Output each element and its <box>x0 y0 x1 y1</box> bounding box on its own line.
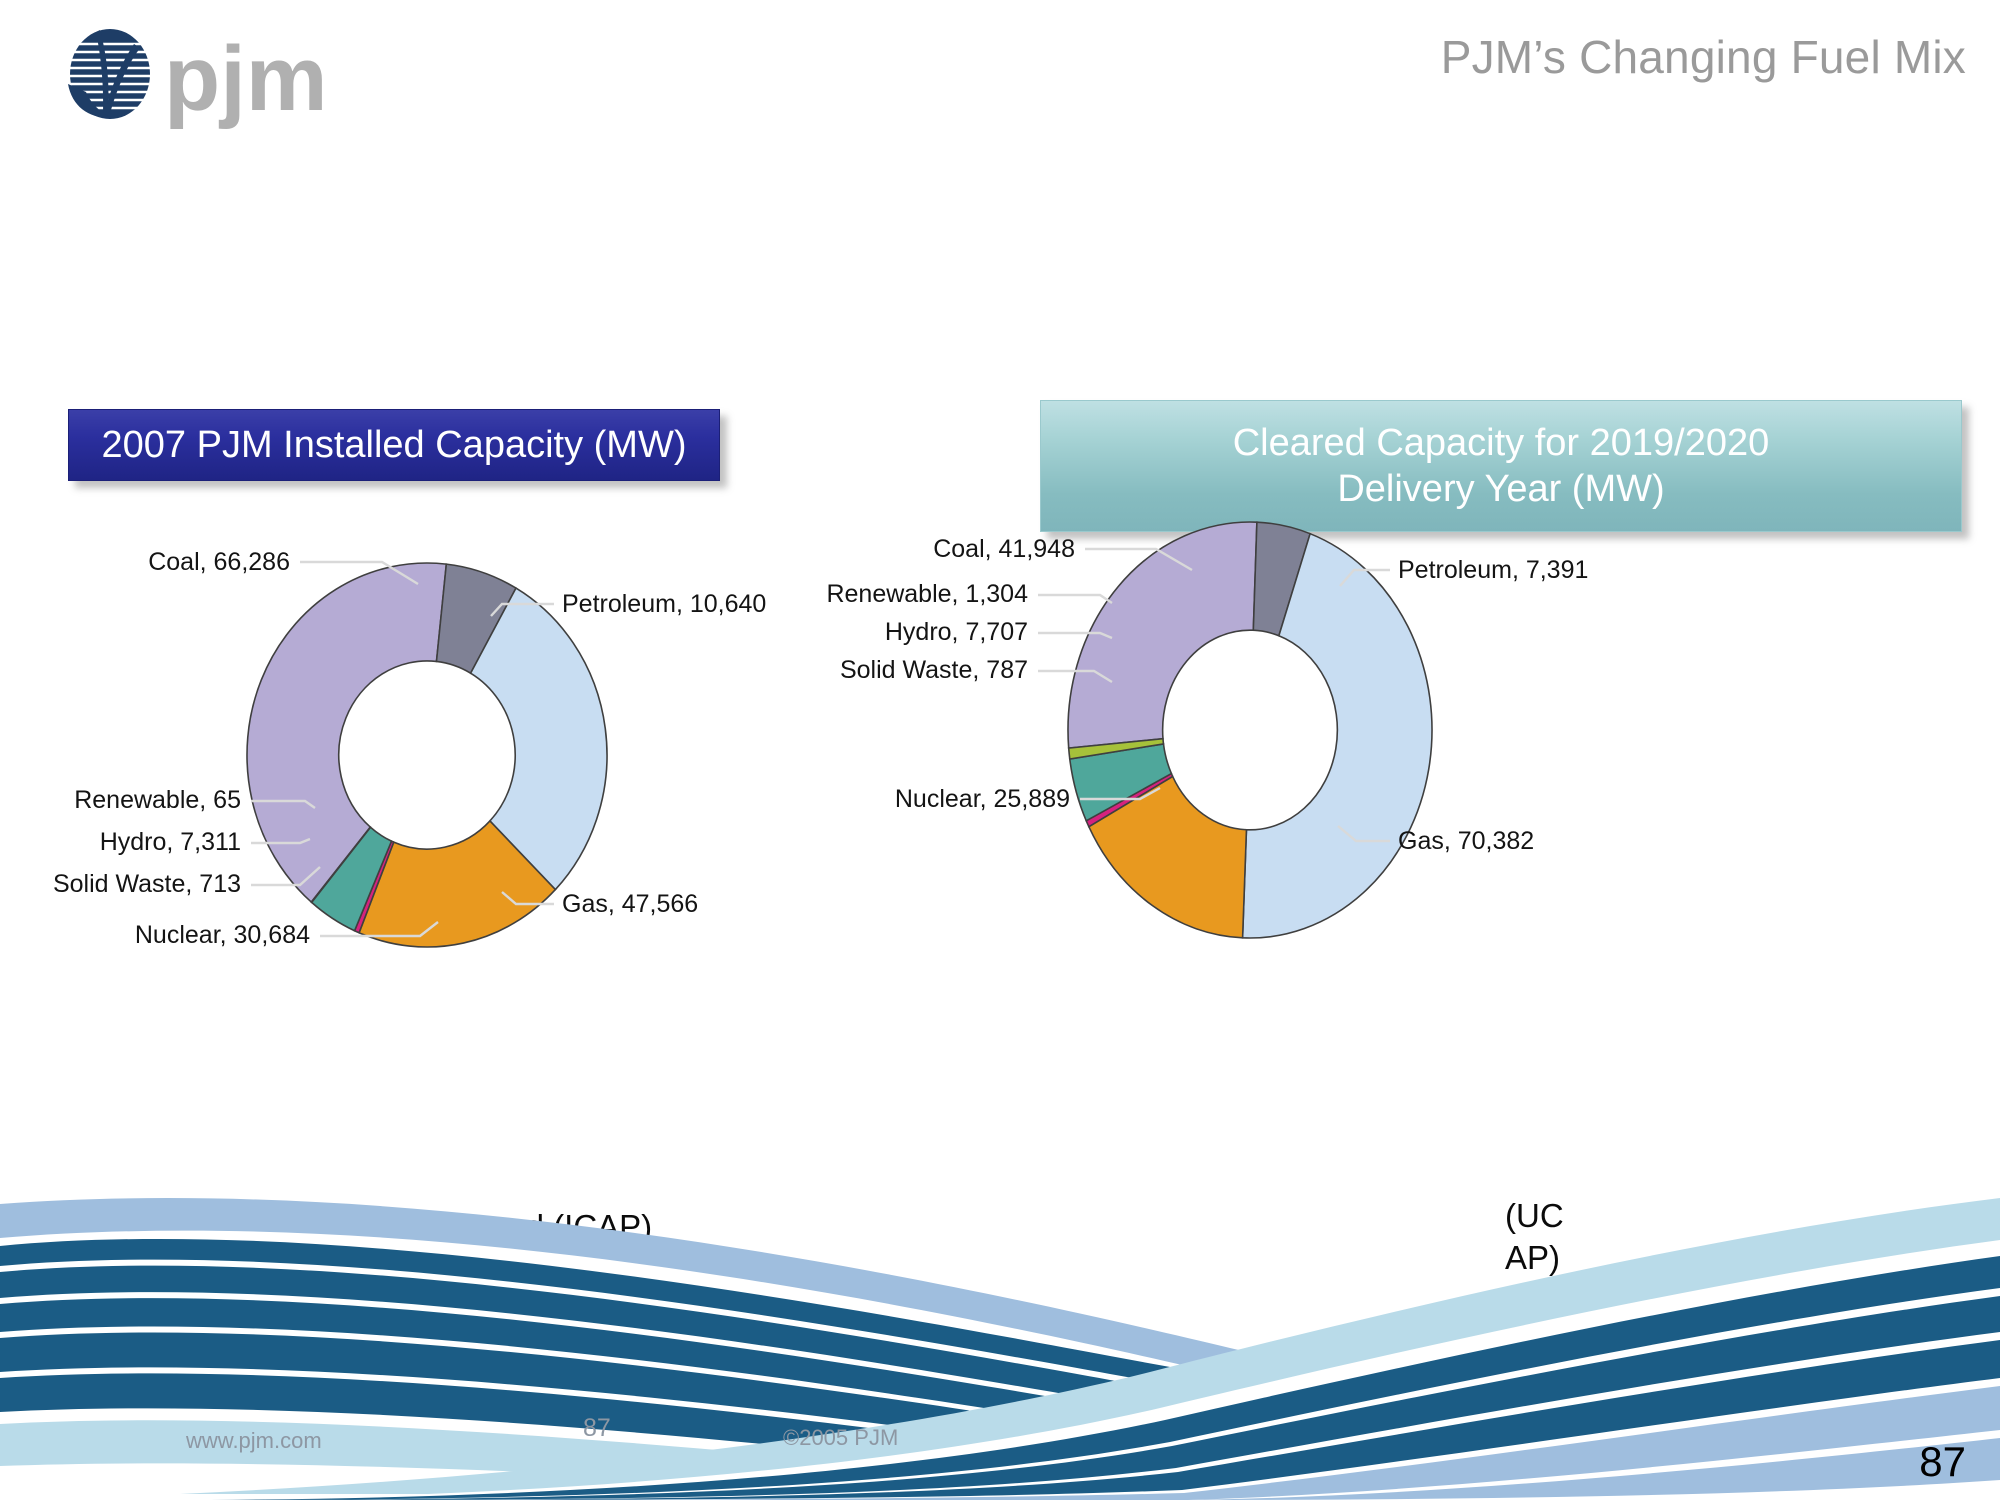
pjm-logo-svg: pjm <box>68 28 328 130</box>
leader-line-hydro <box>1038 631 1113 640</box>
banner-right-label-line1: Cleared Capacity for 2019/2020 <box>1232 421 1770 464</box>
pie-label-petroleum: Petroleum, 10,640 <box>562 590 766 618</box>
banner-left-label: 2007 PJM Installed Capacity (MW) <box>101 423 687 466</box>
caption-ucap-line1: (UC <box>1505 1197 1564 1234</box>
leader-line-coal <box>300 560 419 586</box>
pie-label-coal: Coal, 41,948 <box>933 535 1075 563</box>
footer-wave-graphic <box>0 1180 2000 1500</box>
leader-line-petroleum <box>490 602 554 617</box>
footer-copyright: ©2005 PJM <box>783 1425 899 1450</box>
leader-line-nuclear <box>1080 786 1161 801</box>
pie-label-nuclear: Nuclear, 30,684 <box>135 921 310 949</box>
footer-slide-number: 87 <box>583 1414 611 1442</box>
leader-line-coal <box>1085 547 1193 572</box>
pie-slices-2007 <box>246 562 608 948</box>
pie-label-renewable: Renewable, 1,304 <box>826 580 1028 608</box>
leader-line-renewable <box>251 799 316 809</box>
leader-line-hydro <box>251 837 311 845</box>
pie-label-coal: Coal, 66,286 <box>148 548 290 576</box>
banner-2007-installed-capacity: 2007 PJM Installed Capacity (MW) <box>68 409 720 481</box>
page-title: PJM’s Changing Fuel Mix <box>1440 31 1966 83</box>
pie-slice-renewable <box>310 825 372 904</box>
caption-ucap-line2: AP) <box>1505 1239 1561 1277</box>
page-number: 87 <box>1919 1438 1966 1485</box>
pie-slice-coal <box>1067 521 1258 750</box>
leader-line-gas <box>1337 825 1390 843</box>
banner-cleared-capacity: Cleared Capacity for 2019/2020 Delivery … <box>1040 400 1962 532</box>
leader-line-solid-waste <box>251 866 321 887</box>
pie-slice-renewable <box>1067 737 1165 760</box>
pie-slices-2019 <box>1067 521 1433 939</box>
banner-right-label-line2: Delivery Year (MW) <box>1337 468 1665 510</box>
leader-line-solid-waste <box>1038 669 1113 684</box>
leader-line-petroleum <box>1339 568 1390 587</box>
leader-line-nuclear <box>320 921 439 938</box>
pie-slice-nuclear <box>1087 775 1248 939</box>
pie-chart-2007-icap-svg: Coal, 66,286 Petroleum, 10,640 Gas, 47,5… <box>53 548 766 949</box>
pjm-logo: pjm <box>48 22 348 132</box>
pie-chart-2019-2020-ucap: Coal, 41,948 Petroleum, 7,391 Gas, 70,38… <box>826 521 1780 1000</box>
pie-slice-gas <box>1241 532 1433 939</box>
pie-label-petroleum: Petroleum, 7,391 <box>1398 556 1588 584</box>
footer-wave-svg <box>0 1198 2000 1500</box>
pie-leaders-2007 <box>251 560 554 938</box>
pie-label-gas: Gas, 47,566 <box>562 890 698 918</box>
pie-slice-coal <box>246 562 448 904</box>
leader-line-gas <box>501 891 554 906</box>
pie-label-hydro: Hydro, 7,707 <box>885 618 1028 646</box>
pie-leaders-2019 <box>1038 547 1390 843</box>
pie-label-hydro: Hydro, 7,311 <box>100 828 241 856</box>
pie-chart-2019-2020-ucap-svg: Coal, 41,948 Petroleum, 7,391 Gas, 70,38… <box>826 521 1588 939</box>
pie-label-renewable: Renewable, 65 <box>74 786 241 814</box>
leader-line-renewable <box>1038 593 1113 604</box>
pie-slice-gas <box>469 586 608 891</box>
pjm-wordmark: pjm <box>164 28 328 130</box>
pie-label-gas: Gas, 70,382 <box>1398 827 1534 855</box>
pie-chart-2007-icap: Coal, 66,286 Petroleum, 10,640 Gas, 47,5… <box>53 540 870 1000</box>
pie-label-solid-waste: Solid Waste, 713 <box>53 870 241 898</box>
pjm-swirl-globe-icon <box>68 29 151 119</box>
caption-ucap: (UC AP) <box>1505 1195 1564 1279</box>
footer-url[interactable]: www.pjm.com <box>186 1428 322 1453</box>
pie-label-nuclear: Nuclear, 25,889 <box>895 785 1070 813</box>
pie-label-solid-waste: Solid Waste, 787 <box>840 656 1028 684</box>
